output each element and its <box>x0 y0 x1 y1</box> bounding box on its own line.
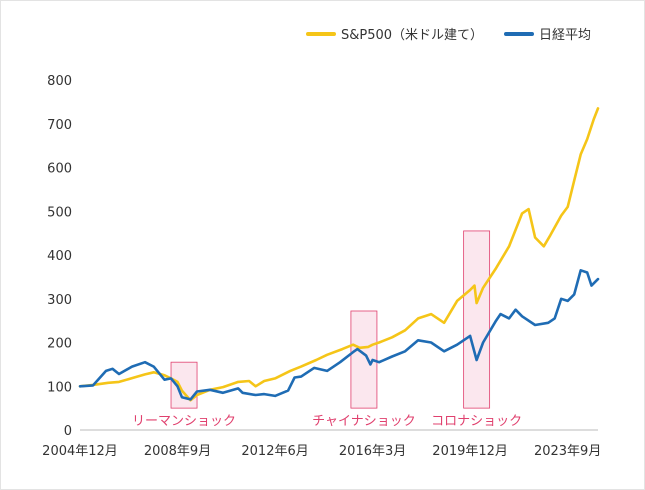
y-axis: 0 100 200 300 400 500 600 700 800 <box>47 74 72 439</box>
y-tick-label: 600 <box>47 162 72 177</box>
annotation-label: コロナショック <box>431 414 522 429</box>
y-tick-label: 800 <box>47 74 72 89</box>
x-tick-label: 2023年9月 <box>534 444 601 459</box>
series-lines <box>78 107 600 402</box>
annotation-label: チャイナショック <box>312 414 416 429</box>
x-tick-label: 2004年12月 <box>42 444 118 459</box>
legend: S&P500（米ドル建て） 日経平均 <box>306 28 591 43</box>
x-axis: 2004年12月 2008年9月 2012年6月 2016年3月 2019年12月 202… <box>42 429 601 459</box>
x-tick-label: 2019年12月 <box>432 444 508 459</box>
x-tick-label: 2008年9月 <box>144 444 211 459</box>
y-tick-label: 100 <box>47 380 72 395</box>
y-tick-label: 300 <box>47 293 72 308</box>
y-tick-label: 400 <box>47 249 72 264</box>
series-line <box>78 107 600 402</box>
x-tick-label: 2012年6月 <box>241 444 308 459</box>
y-tick-label: 700 <box>47 118 72 133</box>
annotation-label: リーマンショック <box>132 414 236 429</box>
legend-label: S&P500（米ドル建て） <box>341 28 483 43</box>
legend-label: 日経平均 <box>539 28 591 43</box>
highlight-box <box>463 230 491 409</box>
y-tick-label: 200 <box>47 337 72 352</box>
y-tick-label: 500 <box>47 205 72 220</box>
y-tick-label: 0 <box>64 424 72 439</box>
x-tick-label: 2016年3月 <box>339 444 406 459</box>
series-line <box>78 269 600 401</box>
